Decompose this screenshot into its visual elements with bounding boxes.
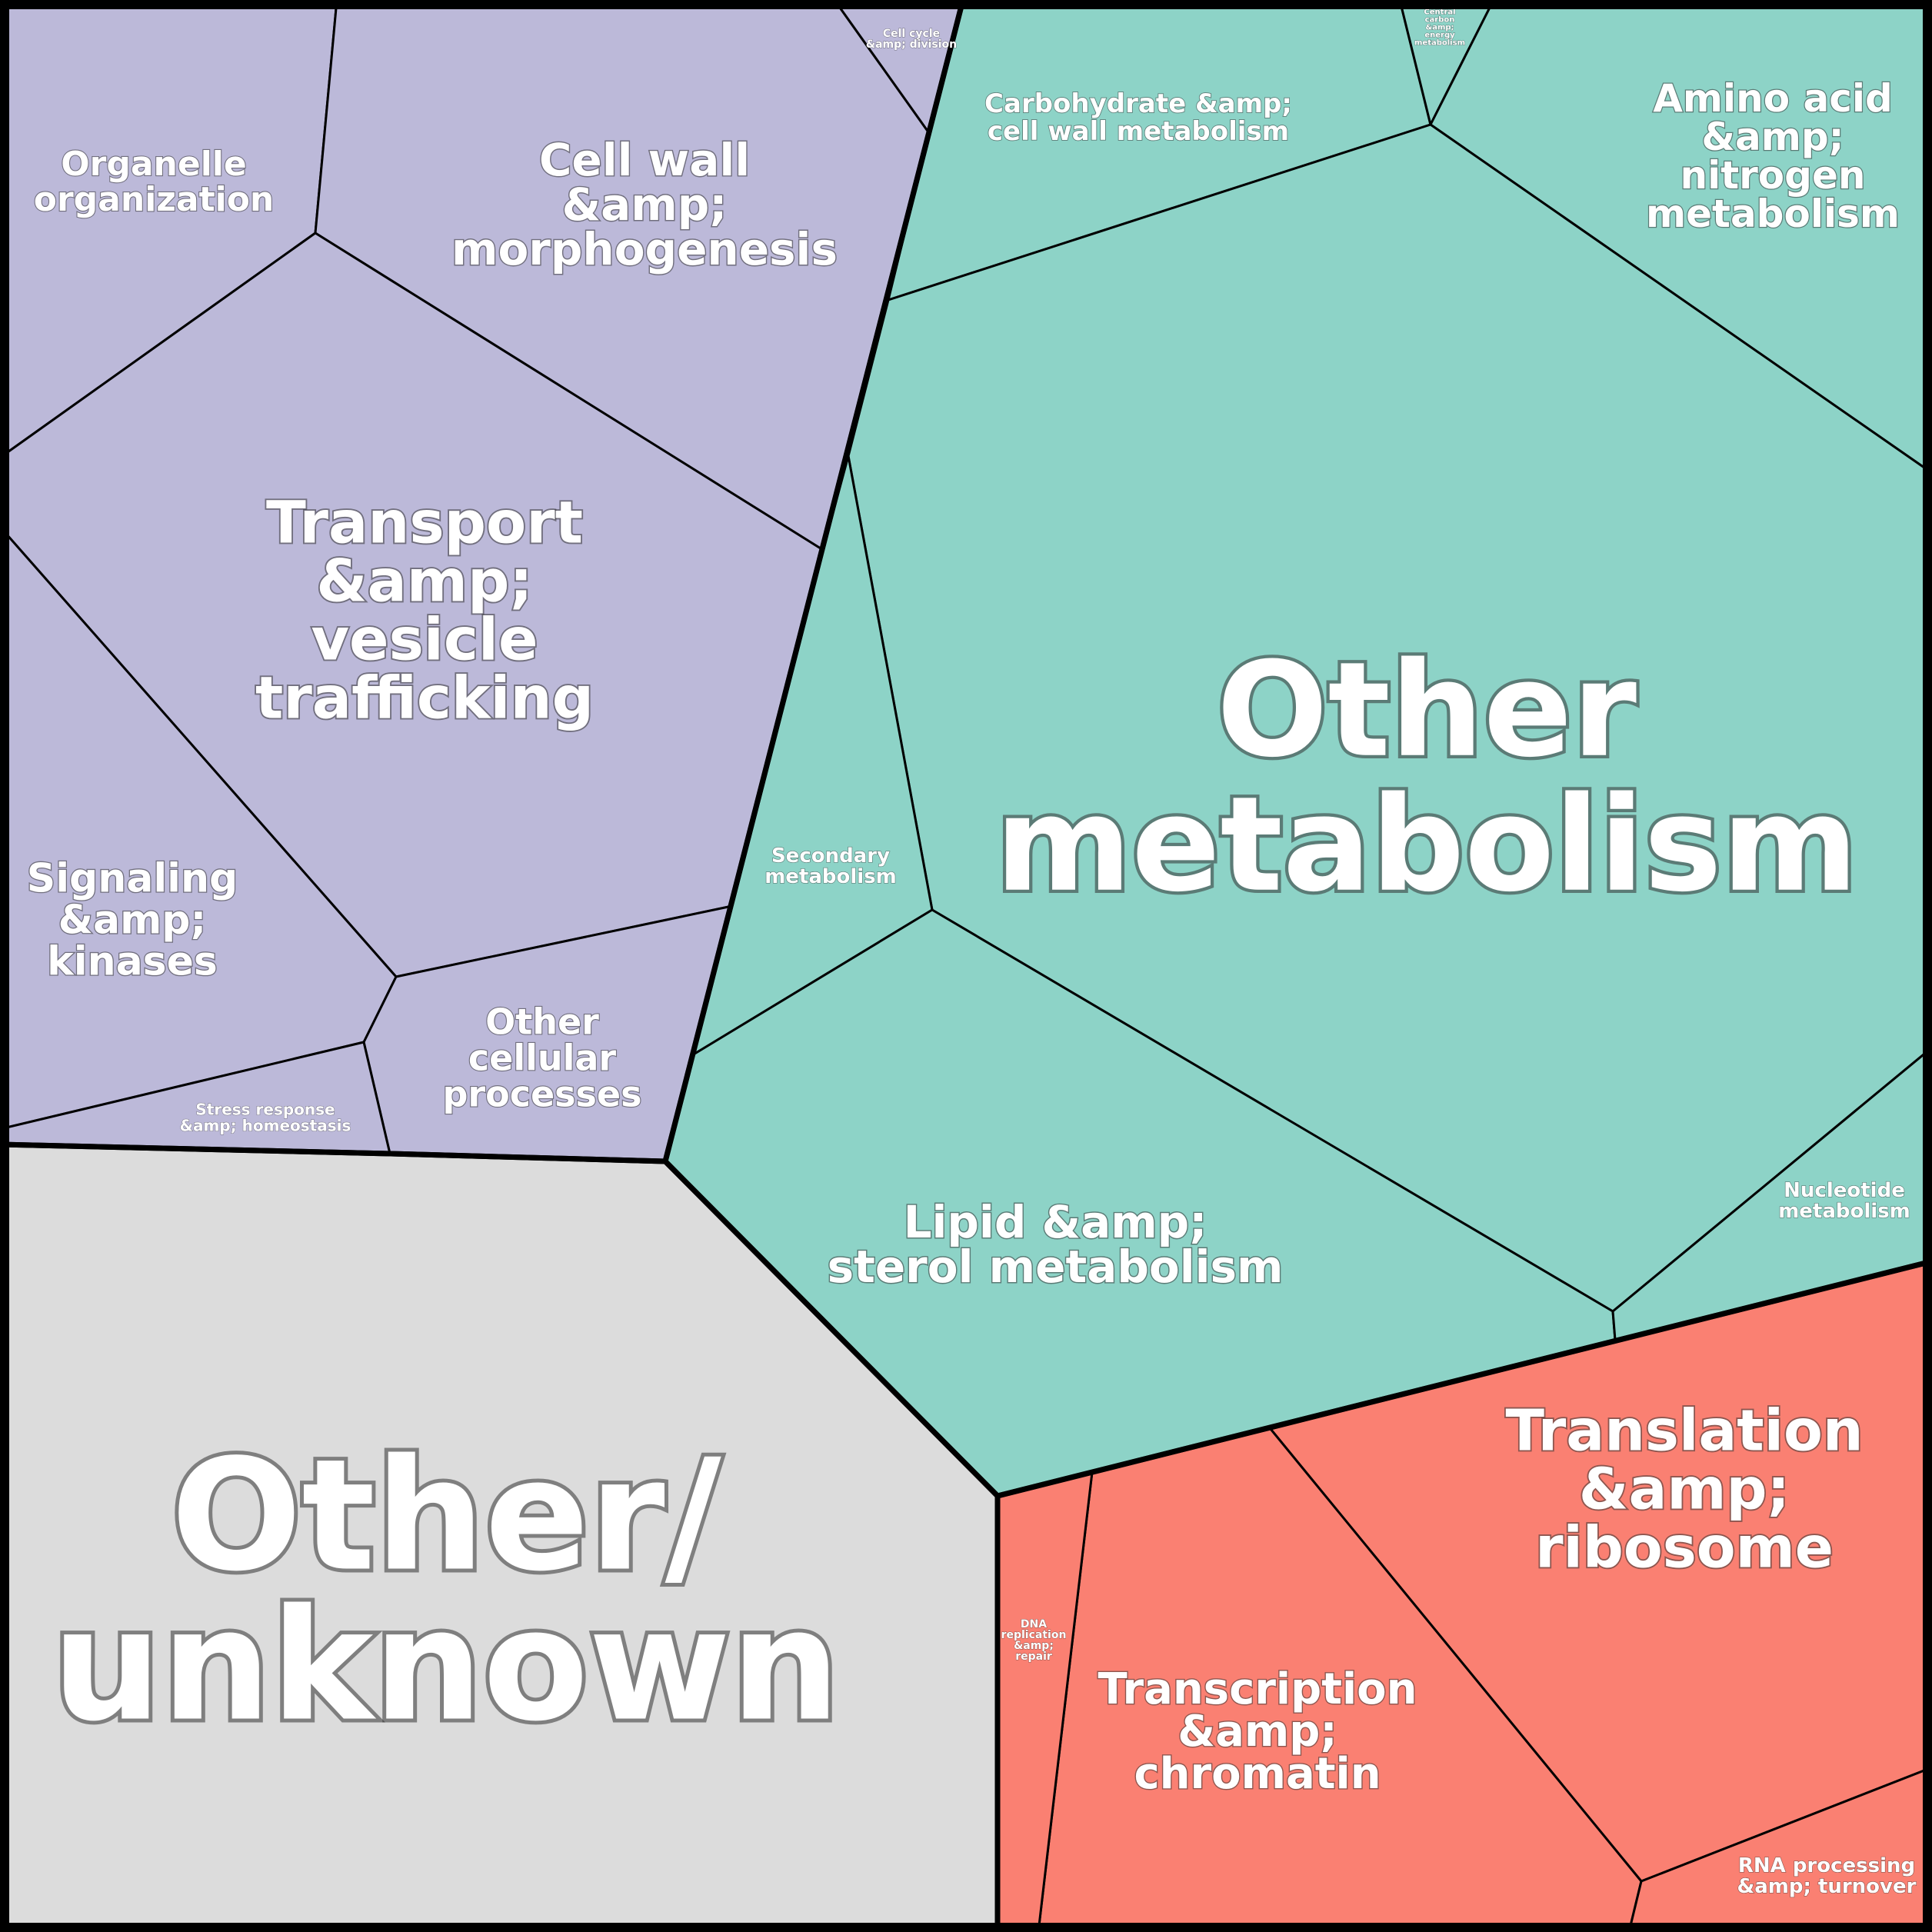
label-transcription: Transcription &amp; chromatin (1098, 1664, 1417, 1799)
label-line: &amp; (1579, 1457, 1790, 1523)
label-secondary: Secondary metabolism (764, 844, 897, 888)
cell-rna (1627, 1766, 1932, 1932)
label-line: Translation (1505, 1398, 1863, 1464)
label-signaling: Signaling &amp; kinases (27, 856, 238, 985)
label-line: Other (1217, 635, 1637, 787)
label-cellwall: Cell wall &amp; morphogenesis (451, 134, 838, 275)
label-line: processes (442, 1074, 641, 1115)
label-line: metabolism (1414, 39, 1465, 48)
label-line: nitrogen (1681, 153, 1866, 198)
label-line: sterol metabolism (828, 1241, 1284, 1293)
label-line: Amino acid (1653, 76, 1893, 121)
label-unknown: Other/unknown (52, 1427, 841, 1756)
cell-nucleotide (1611, 1046, 1932, 1341)
label-line: &amp; (1178, 1707, 1337, 1757)
label-translation: Translation &amp; ribosome (1505, 1398, 1863, 1581)
label-line: trafficking (255, 663, 594, 731)
label-line: morphogenesis (451, 223, 838, 275)
label-line: Cell cycle (883, 28, 940, 40)
label-othermeta: Other metabolism (995, 635, 1858, 921)
label-othercell: Other cellular processes (442, 1001, 641, 1115)
label-lipid: Lipid &amp; sterol metabolism (828, 1196, 1284, 1293)
label-line: Lipid &amp; (904, 1196, 1208, 1248)
label-line: organization (34, 180, 275, 219)
label-line: RNA processing (1738, 1854, 1915, 1877)
label-line: Carbohydrate &amp; (984, 88, 1292, 119)
label-line: cellular (468, 1038, 617, 1079)
label-line: carbon (1425, 16, 1455, 25)
label-line: &amp; (1014, 1640, 1054, 1652)
label-line: chromatin (1134, 1749, 1381, 1799)
label-line: Central (1424, 8, 1455, 17)
label-line: &amp; division (866, 38, 957, 51)
label-central: Central carbon &amp; energy metabolism (1414, 8, 1465, 48)
label-line: Stress response (195, 1101, 335, 1119)
label-line: replication (1001, 1629, 1067, 1641)
label-stress: Stress response &amp; homeostasis (180, 1101, 351, 1135)
label-line: unknown (52, 1577, 841, 1756)
label-line: &amp; homeostasis (180, 1117, 351, 1135)
label-dna: DNA replication &amp; repair (1001, 1618, 1067, 1663)
label-nucleotide: Nucleotide metabolism (1778, 1179, 1910, 1223)
label-carb: Carbohydrate &amp; cell wall metabolism (984, 88, 1292, 147)
label-line: Secondary (771, 844, 890, 868)
label-line: metabolism (764, 865, 897, 888)
label-line: metabolism (1778, 1200, 1910, 1223)
label-transport: Transport &amp; vesicle trafficking (255, 488, 594, 731)
label-organelle: Organelle organization (34, 145, 275, 219)
label-amino: Amino acid &amp; nitrogen metabolism (1646, 76, 1900, 236)
label-line: &amp; (1425, 24, 1454, 32)
label-line: kinases (47, 939, 218, 985)
label-line: &amp; (562, 178, 728, 231)
label-line: DNA (1021, 1618, 1047, 1631)
label-cellcycle: Cell cycle &amp; division (866, 28, 957, 51)
label-line: vesicle (311, 605, 538, 673)
label-line: &amp; (1701, 115, 1844, 159)
cell-amino (1429, 0, 1932, 475)
label-rna: RNA processing &amp; turnover (1737, 1854, 1917, 1898)
group-outline-unknown (0, 1141, 1001, 1932)
label-line: Signaling (27, 856, 238, 902)
label-line: Transport (266, 488, 583, 556)
label-line: repair (1015, 1651, 1052, 1663)
label-line: Other (485, 1001, 599, 1043)
label-line: ribosome (1535, 1515, 1834, 1581)
label-line: Nucleotide (1784, 1179, 1905, 1202)
label-line: Other/ (171, 1427, 721, 1606)
label-line: metabolism (995, 769, 1858, 921)
label-line: &amp; (58, 898, 207, 944)
label-line: metabolism (1646, 192, 1900, 236)
label-line: Transcription (1098, 1664, 1417, 1714)
label-line: &amp; (316, 546, 533, 615)
label-line: cell wall metabolism (988, 116, 1289, 147)
label-line: Cell wall (539, 134, 750, 186)
label-line: energy (1424, 32, 1455, 40)
label-line: &amp; turnover (1737, 1875, 1917, 1898)
label-line: Organelle (61, 145, 246, 184)
